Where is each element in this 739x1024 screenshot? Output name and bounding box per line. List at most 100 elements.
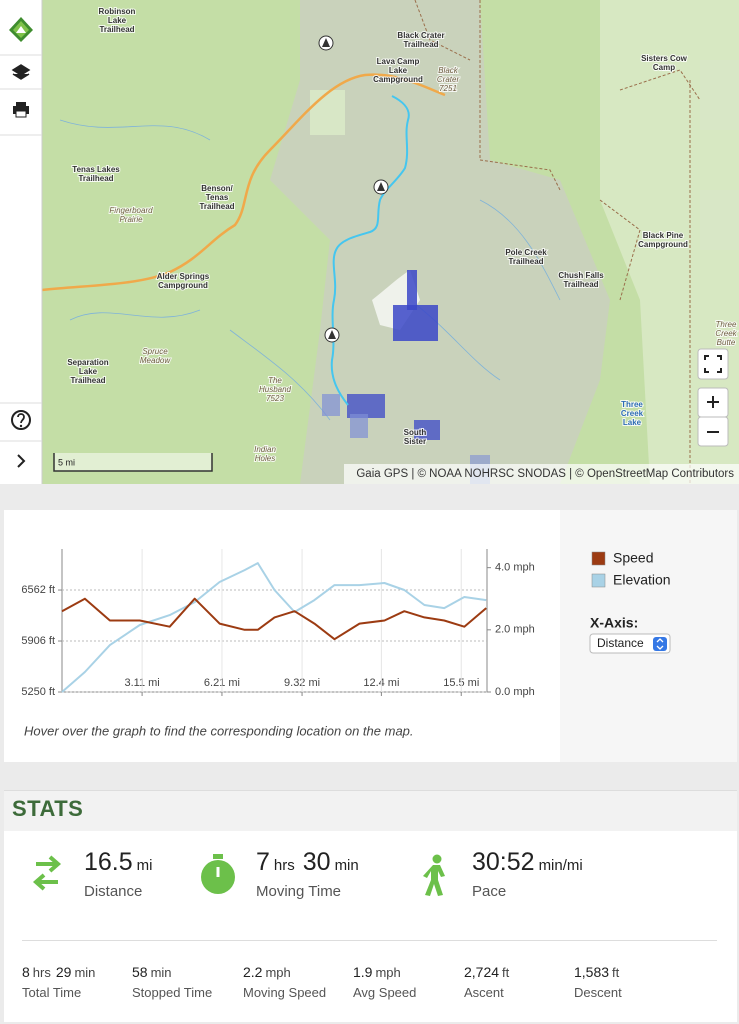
legend-swatch <box>591 573 606 588</box>
stat-unit: min <box>150 965 172 980</box>
fullscreen-button[interactable] <box>697 348 729 380</box>
map-label: Holes <box>255 454 275 463</box>
map-label: Lake <box>389 66 408 75</box>
stat: 2,724 ft Ascent <box>464 964 514 1000</box>
stat-value: 1,583 ft <box>574 964 624 982</box>
map-label: Spruce <box>142 347 168 356</box>
stat-label: Avg Speed <box>353 985 417 1000</box>
stat-unit: hrs <box>273 857 295 874</box>
snow <box>393 305 438 341</box>
map-label: Trailhead <box>78 174 113 183</box>
stats-title: STATS <box>12 796 84 821</box>
map-label: Alder Springs <box>157 272 210 281</box>
map-label: Three <box>621 400 643 409</box>
zoom-in-button[interactable] <box>697 387 729 418</box>
stat-number: 16.5 <box>84 848 133 876</box>
map-label: Creek <box>621 409 644 418</box>
map-label: Indian <box>254 445 276 454</box>
map-label: Chush Falls <box>558 271 604 280</box>
stats-divider <box>22 940 717 941</box>
map-label: Lake <box>623 418 642 427</box>
map-label: Sister <box>404 437 426 446</box>
snow <box>407 270 417 310</box>
stat-number: 29 <box>55 964 72 980</box>
stat-unit: hrs <box>32 965 51 980</box>
stat-value: 16.5 mi <box>84 848 161 877</box>
stat-value: 8 hrs 29 min <box>22 964 100 982</box>
stat-label: Pace <box>472 883 507 900</box>
moving-time-icon <box>201 854 235 894</box>
help-button[interactable] <box>11 410 31 430</box>
stat-label: Distance <box>84 883 143 900</box>
x-axis-label: X-Axis: <box>590 615 638 631</box>
layers-button[interactable] <box>11 64 31 80</box>
map-label: Meadow <box>140 356 171 365</box>
stat-value: 1.9 mph <box>353 964 416 982</box>
map-label: Trailhead <box>99 25 134 34</box>
y2-tick-label: 0.0 mph <box>495 686 535 698</box>
series-line <box>61 597 487 641</box>
wilderness <box>270 0 610 484</box>
map-label: Lake <box>108 16 127 25</box>
legend-swatch <box>591 551 606 566</box>
stat-label: Moving Speed <box>243 985 327 1000</box>
map-label: Trailhead <box>70 376 105 385</box>
road <box>41 73 446 292</box>
map-label: Sisters Cow <box>641 54 688 63</box>
stat-number: 1.9 <box>353 964 373 980</box>
stat-number: 1,583 <box>574 964 610 980</box>
map-label: Black Pine <box>643 231 684 240</box>
stat: 16.5 mi Distance <box>84 848 161 900</box>
expand-button[interactable] <box>17 454 26 468</box>
stat-unit: mph <box>265 965 291 980</box>
map-label: Separation <box>67 358 108 367</box>
stat-number: 7 <box>256 848 270 876</box>
legend-label: Elevation <box>613 572 671 588</box>
map-label: Lava Camp <box>377 57 420 66</box>
map-label: Black <box>438 66 459 75</box>
map-label: Robinson <box>99 7 136 16</box>
map-label: Campground <box>373 75 423 84</box>
stat-number: 8 <box>22 964 30 980</box>
map-label: The <box>268 376 282 385</box>
print-button[interactable] <box>13 102 29 118</box>
stat-value: 7 hrs 30 min <box>256 848 367 877</box>
y2-tick-label: 2.0 mph <box>495 624 535 636</box>
series-line <box>61 562 487 693</box>
stat-unit: min <box>334 857 359 874</box>
snow <box>322 394 340 416</box>
stat-label: Stopped Time <box>132 985 213 1000</box>
scale-bar <box>53 453 213 472</box>
logo-button[interactable] <box>9 17 33 42</box>
chart-hint: Hover over the graph to find the corresp… <box>24 723 414 738</box>
stat-label: Total Time <box>22 985 82 1000</box>
stat: 30:52 min/mi Pace <box>472 848 591 900</box>
stat-unit: ft <box>502 965 510 980</box>
zoom-out-button[interactable] <box>697 416 729 447</box>
map-label: Trailhead <box>403 40 438 49</box>
stream <box>59 119 561 421</box>
y-tick-label: 5250 ft <box>21 686 55 698</box>
scale-label: 5 mi <box>58 457 75 467</box>
map-label: Husband <box>259 385 292 394</box>
stat-number: 2.2 <box>243 964 263 980</box>
attribution-bg <box>344 464 739 484</box>
chart[interactable]: Hover over the graph to find the corresp… <box>0 510 560 762</box>
map-label: Pole Creek <box>505 248 547 257</box>
map-label: Prairie <box>119 215 143 224</box>
map-label: Three <box>716 320 737 329</box>
stat-label: Moving Time <box>256 883 342 900</box>
distance-icon <box>32 855 62 891</box>
stat-number: 58 <box>132 964 148 980</box>
map-label: South <box>404 428 427 437</box>
map-label: Lake <box>79 367 98 376</box>
attribution: Gaia GPS | © NOAA NOHRSC SNODAS | © Open… <box>356 468 734 480</box>
map-label: Camp <box>653 63 675 72</box>
x-axis-select[interactable]: Distance <box>589 633 671 654</box>
stat-value: 2.2 mph <box>243 964 326 982</box>
stat-unit: mph <box>375 965 401 980</box>
stat-unit: min <box>74 965 96 980</box>
map-label: Campground <box>158 281 208 290</box>
